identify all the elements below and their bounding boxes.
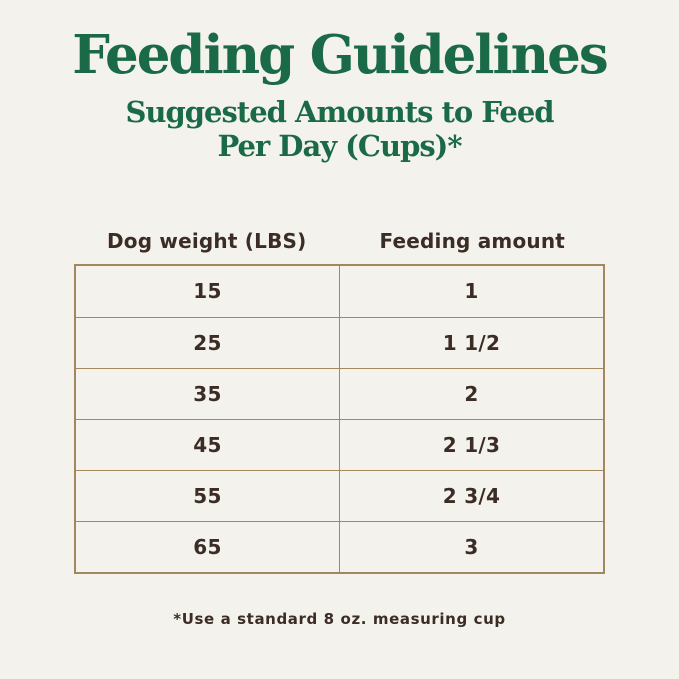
column-header-feeding-amount: Feeding amount (379, 228, 566, 253)
page-subtitle: Suggested Amounts to Feed Per Day (Cups)* (125, 95, 554, 163)
dog-weight-value: 45 (193, 432, 222, 457)
feeding-table: 15 1 25 1 1/2 35 2 45 2 1/3 55 2 3/4 65 (74, 263, 605, 574)
feeding-amount-value: 2 1/3 (339, 419, 603, 470)
page-title: Feeding Guidelines (72, 24, 608, 86)
table-row: 55 2 3/4 (76, 469, 603, 521)
dog-weight-value: 35 (193, 381, 222, 406)
column-header-dog-weight: Dog weight (LBS) (107, 228, 307, 253)
dog-weight-value: 25 (193, 330, 222, 355)
dog-weight-value: 55 (193, 483, 222, 508)
feeding-amount-value: 2 3/4 (339, 470, 603, 521)
feeding-amount-value: 1 1/2 (339, 317, 603, 368)
measuring-cup-footnote: *Use a standard 8 oz. measuring cup (173, 609, 506, 628)
dog-weight-value: 15 (193, 279, 222, 304)
table-row: 15 1 (76, 265, 603, 317)
table-row: 35 2 (76, 367, 603, 419)
feeding-amount-value: 1 (339, 265, 603, 317)
feeding-amount-value: 3 (339, 521, 603, 572)
feeding-amount-value: 2 (339, 368, 603, 419)
table-row: 25 1 1/2 (76, 316, 603, 368)
table-column-headers: Dog weight (LBS) Feeding amount (74, 229, 605, 253)
feeding-table-section: Dog weight (LBS) Feeding amount 15 1 25 … (74, 229, 605, 574)
table-row: 65 3 (76, 520, 603, 572)
dog-weight-value: 65 (193, 534, 222, 559)
subtitle-line-2: Per Day (Cups)* (217, 128, 462, 163)
table-row: 45 2 1/3 (76, 418, 603, 470)
subtitle-line-1: Suggested Amounts to Feed (125, 95, 554, 130)
